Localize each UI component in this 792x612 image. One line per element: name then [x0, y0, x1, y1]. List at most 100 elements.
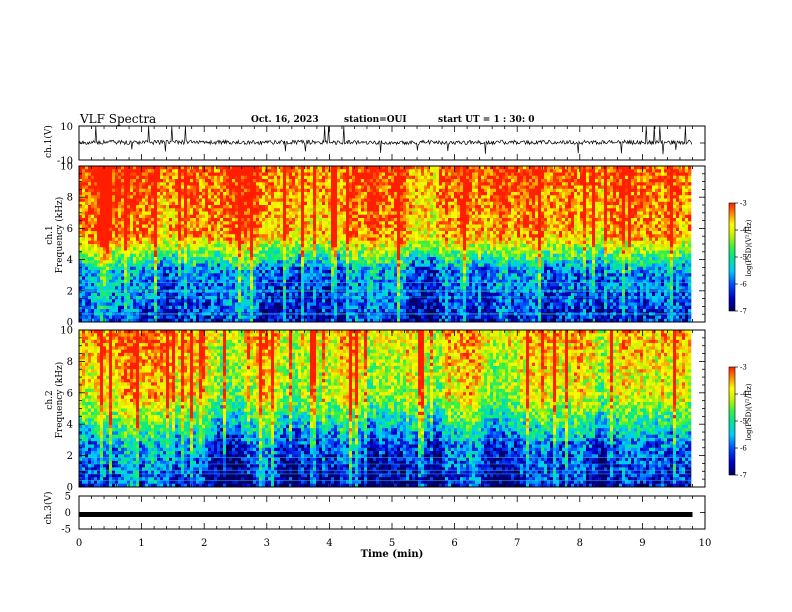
ch1-spectrogram-cell	[259, 309, 262, 313]
ch1-spectrogram-cell	[238, 273, 241, 277]
ch1-spectrogram-cell	[211, 202, 214, 206]
ch1-spectrogram-cell	[88, 199, 91, 203]
ch1-spectrogram-cell	[109, 277, 112, 281]
ch1-spectrogram-cell	[208, 306, 211, 310]
ch1-spectrogram-cell	[256, 215, 259, 219]
ch1-spectrogram-cell	[157, 286, 160, 290]
ch1-spectrogram-cell	[343, 312, 346, 316]
ch1-spectrogram-cell	[286, 277, 289, 281]
ch1-spectrogram-cell	[160, 212, 163, 216]
ch1-spectrogram-cell	[355, 228, 358, 232]
ch1-spectrogram-cell	[283, 173, 286, 177]
ch1-spectrogram-cell	[313, 244, 316, 248]
ch1-spectrogram-cell	[241, 212, 244, 216]
ch1-spectrogram-cell	[121, 309, 124, 313]
ch1-spectrogram-cell	[346, 234, 349, 238]
ch1-spectrogram-cell	[247, 228, 250, 232]
ch1-spectrogram-cell	[142, 176, 145, 180]
ch1-spectrogram-cell	[88, 166, 91, 170]
ch1-spectrogram-cell	[175, 189, 178, 193]
ch1-spectrogram-cell	[379, 316, 382, 320]
ch1-spectrogram-cell	[241, 221, 244, 225]
ch1-spectrogram-cell	[226, 202, 229, 206]
ch1-spectrogram-cell	[205, 286, 208, 290]
ch1-spectrogram-cell	[298, 306, 301, 310]
ch1-spectrogram-cell	[235, 247, 238, 251]
ch1-spectrogram-cell	[370, 260, 373, 264]
ch1-spectrogram-cell	[142, 273, 145, 277]
ch1-spectrogram-cell	[217, 205, 220, 209]
ch1-spectrogram-cell	[271, 316, 274, 320]
ch1-spectrogram-cell	[133, 273, 136, 277]
ch1-spectrogram-cell	[241, 270, 244, 274]
ch1-spectrogram-cell	[232, 238, 235, 242]
ch1-spectrogram-cell	[277, 231, 280, 235]
ch1-spectrogram-cell	[190, 312, 193, 316]
ch1-spectrogram-cell	[172, 293, 175, 297]
ch1-spectrogram-cell	[298, 218, 301, 222]
ch1-spectrogram-cell	[106, 189, 109, 193]
ch1-spectrogram-cell	[259, 257, 262, 261]
ch1-spectrogram-cell	[118, 254, 121, 258]
ch1-spectrogram-cell	[268, 273, 271, 277]
ch1-spectrogram-cell	[244, 205, 247, 209]
ch1-spectrogram-cell	[385, 176, 388, 180]
ch1-spectrogram-cell	[298, 303, 301, 307]
ch1-spectrogram-cell	[226, 241, 229, 245]
ch1-spectrogram-cell	[202, 179, 205, 183]
ch1-spectrogram-cell	[181, 293, 184, 297]
ch1-spectrogram-cell	[148, 267, 151, 271]
ch1-spectrogram-cell	[292, 225, 295, 229]
ch1-spectrogram-cell	[97, 228, 100, 232]
ch1-spectrogram-cell	[364, 208, 367, 212]
ch1-spectrogram-cell	[100, 293, 103, 297]
ch1-spectrogram-cell	[193, 212, 196, 216]
ch1-spectrogram-cell	[328, 173, 331, 177]
ch1-spectrogram-cell	[178, 299, 181, 303]
ch1-spectrogram-cell	[301, 244, 304, 248]
ch1-spectrogram-cell	[286, 221, 289, 225]
ch1-spectrogram-cell	[343, 270, 346, 274]
ch1-spectrogram-cell	[199, 257, 202, 261]
ch1-spectrogram-cell	[166, 238, 169, 242]
ch1-spectrogram-cell	[346, 192, 349, 196]
ch1-spectrogram-cell	[220, 195, 223, 199]
ch1-spectrogram-cell	[355, 176, 358, 180]
ch1-spectrogram-cell	[319, 195, 322, 199]
ch1-spectrogram-cell	[367, 309, 370, 313]
ch1-spectrogram-cell	[388, 296, 391, 300]
ch1-spectrogram-cell	[88, 234, 91, 238]
ch1-spectrogram-cell	[82, 257, 85, 261]
ch1-spectrogram-cell	[352, 225, 355, 229]
ch1-spectrogram-cell	[142, 192, 145, 196]
ch1-spectrogram-cell	[304, 254, 307, 258]
ch1-spectrogram-cell	[376, 267, 379, 271]
ch1-spectrogram-cell	[280, 195, 283, 199]
ch1-spectrogram-cell	[208, 270, 211, 274]
ch1-spectrogram-cell	[199, 286, 202, 290]
ch1-spectrogram-cell	[388, 273, 391, 277]
ch1-spectrogram-cell	[319, 257, 322, 261]
ch1-spectrogram-cell	[109, 221, 112, 225]
ch1-spectrogram-cell	[385, 264, 388, 268]
ch1-spectrogram-cell	[154, 189, 157, 193]
ch1-spectrogram-cell	[241, 316, 244, 320]
ch1-spectrogram-cell	[91, 186, 94, 190]
ch1-spectrogram-cell	[100, 179, 103, 183]
ch1-spectrogram-cell	[172, 238, 175, 242]
ch1-spectrogram-cell	[292, 257, 295, 261]
ch1-spectrogram-cell	[175, 299, 178, 303]
ch1-spectrogram-cell	[292, 199, 295, 203]
ch1-spectrogram-cell	[319, 208, 322, 212]
ch1-spectrogram-cell	[349, 303, 352, 307]
ch1-spectrogram-cell	[145, 182, 148, 186]
ch1-spectrogram-cell	[109, 257, 112, 261]
ch1-spectrogram-cell	[256, 241, 259, 245]
ch1-spectrogram-cell	[160, 303, 163, 307]
ch1-spectrogram-cell	[388, 221, 391, 225]
ch1-spectrogram-cell	[253, 205, 256, 209]
ch1-spectrogram-cell	[148, 316, 151, 320]
ch1-spectrogram-cell	[373, 169, 376, 173]
ch1-spectrogram-cell	[172, 299, 175, 303]
ch1-spectrogram-cell	[379, 286, 382, 290]
